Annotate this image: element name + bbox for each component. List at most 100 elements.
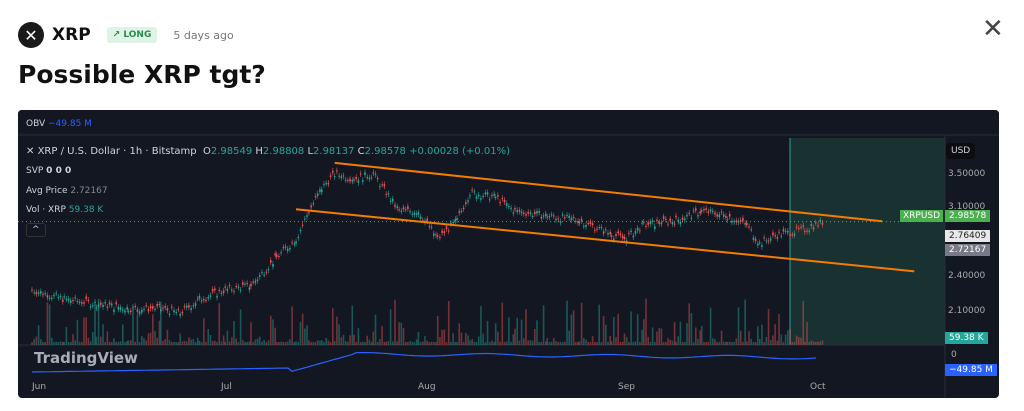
volume-bar bbox=[35, 336, 38, 345]
candle bbox=[168, 313, 171, 315]
candle bbox=[31, 289, 33, 291]
candle bbox=[190, 308, 192, 311]
candle bbox=[400, 210, 403, 212]
candle bbox=[610, 235, 613, 237]
volume-bar bbox=[310, 341, 312, 345]
candle bbox=[458, 211, 461, 214]
candle bbox=[488, 199, 491, 201]
volume-bar bbox=[804, 341, 806, 345]
volume-bar bbox=[415, 339, 418, 345]
ohlc-change: +0.00028 (+0.01%) bbox=[409, 146, 510, 157]
volume-bar bbox=[711, 338, 714, 345]
candle bbox=[436, 235, 439, 237]
price-tick: 3.10000 bbox=[948, 202, 986, 212]
volume-bar bbox=[441, 329, 443, 345]
candle bbox=[280, 252, 282, 254]
candle bbox=[323, 183, 325, 185]
candle bbox=[671, 221, 674, 225]
candle bbox=[179, 313, 181, 316]
ohlc-low: 2.98137 bbox=[313, 146, 355, 157]
volume-bar bbox=[439, 337, 441, 345]
volume-bar bbox=[684, 342, 686, 345]
candle bbox=[660, 222, 663, 225]
volume-bar bbox=[774, 324, 776, 345]
volume-bar bbox=[53, 341, 55, 345]
candle bbox=[815, 222, 817, 224]
volume-bar bbox=[605, 324, 607, 345]
volume-bar bbox=[239, 309, 242, 345]
candle bbox=[310, 205, 312, 208]
volume-bar bbox=[370, 341, 373, 345]
currency-label[interactable]: USD bbox=[946, 143, 976, 159]
candle bbox=[817, 225, 819, 227]
candle bbox=[211, 289, 214, 292]
chart[interactable]: OBV −49.85 M ✕ XRP / U.S. Dollar · 1h · … bbox=[18, 110, 999, 398]
close-icon[interactable]: ✕ bbox=[982, 14, 1004, 44]
volume-bar bbox=[333, 340, 336, 345]
volume-bar bbox=[261, 341, 263, 345]
candle bbox=[327, 182, 330, 185]
candle bbox=[808, 230, 810, 232]
candle bbox=[510, 207, 512, 209]
volume-bar bbox=[158, 320, 161, 345]
watermark-text: TradingView bbox=[34, 349, 138, 367]
candle bbox=[37, 292, 40, 294]
volume-bar bbox=[733, 341, 735, 345]
volume-bar bbox=[265, 341, 268, 345]
candle bbox=[338, 175, 340, 177]
candle bbox=[325, 183, 327, 185]
candle bbox=[557, 218, 559, 220]
volume-bar bbox=[63, 341, 65, 345]
volume-bar bbox=[482, 333, 484, 345]
candle bbox=[428, 226, 431, 228]
volume-bar bbox=[600, 341, 603, 345]
candle bbox=[520, 211, 523, 214]
candle bbox=[282, 247, 285, 249]
candle bbox=[819, 219, 821, 222]
volume-bar bbox=[776, 340, 779, 345]
candle bbox=[750, 229, 753, 231]
volume-bar bbox=[323, 341, 325, 345]
candle bbox=[600, 227, 603, 229]
vol-legend: Vol · XRP 59.38 K bbox=[26, 205, 103, 215]
volume-bar bbox=[426, 340, 428, 345]
volume-bar bbox=[447, 300, 450, 345]
candle bbox=[566, 214, 568, 216]
candle bbox=[57, 297, 60, 299]
last-symbol-tag: XRPUSD bbox=[900, 210, 944, 222]
volume-bar bbox=[634, 341, 637, 345]
candle bbox=[793, 233, 796, 236]
candle bbox=[643, 221, 645, 223]
candle bbox=[67, 298, 70, 301]
volume-bar bbox=[596, 341, 598, 345]
long-position-zone bbox=[790, 138, 945, 345]
candle bbox=[791, 234, 794, 236]
collapse-legend-button[interactable]: ^ bbox=[26, 223, 46, 237]
volume-bar bbox=[387, 340, 390, 345]
symbol-link[interactable]: XRP bbox=[52, 25, 91, 45]
volume-bar bbox=[349, 335, 351, 345]
volume-bar bbox=[200, 341, 203, 345]
candle bbox=[456, 218, 458, 221]
volume-bar bbox=[327, 340, 330, 345]
candle bbox=[78, 301, 81, 303]
volume-bar bbox=[800, 337, 802, 345]
volume-bar bbox=[815, 341, 817, 345]
volume-bar bbox=[122, 324, 124, 345]
candle bbox=[739, 219, 742, 222]
volume-bar bbox=[286, 341, 289, 345]
candle bbox=[122, 309, 124, 311]
candle bbox=[564, 217, 566, 219]
candle bbox=[776, 237, 779, 239]
volume-bar bbox=[359, 342, 362, 345]
candle bbox=[76, 301, 79, 303]
candle bbox=[301, 224, 304, 226]
volume-bar bbox=[228, 341, 231, 345]
candle bbox=[239, 289, 242, 291]
volume-bar bbox=[737, 307, 740, 345]
candle bbox=[728, 213, 731, 217]
volume-bar bbox=[662, 341, 665, 345]
candle bbox=[368, 177, 371, 180]
volume-bar bbox=[534, 328, 536, 345]
candle bbox=[443, 231, 446, 234]
